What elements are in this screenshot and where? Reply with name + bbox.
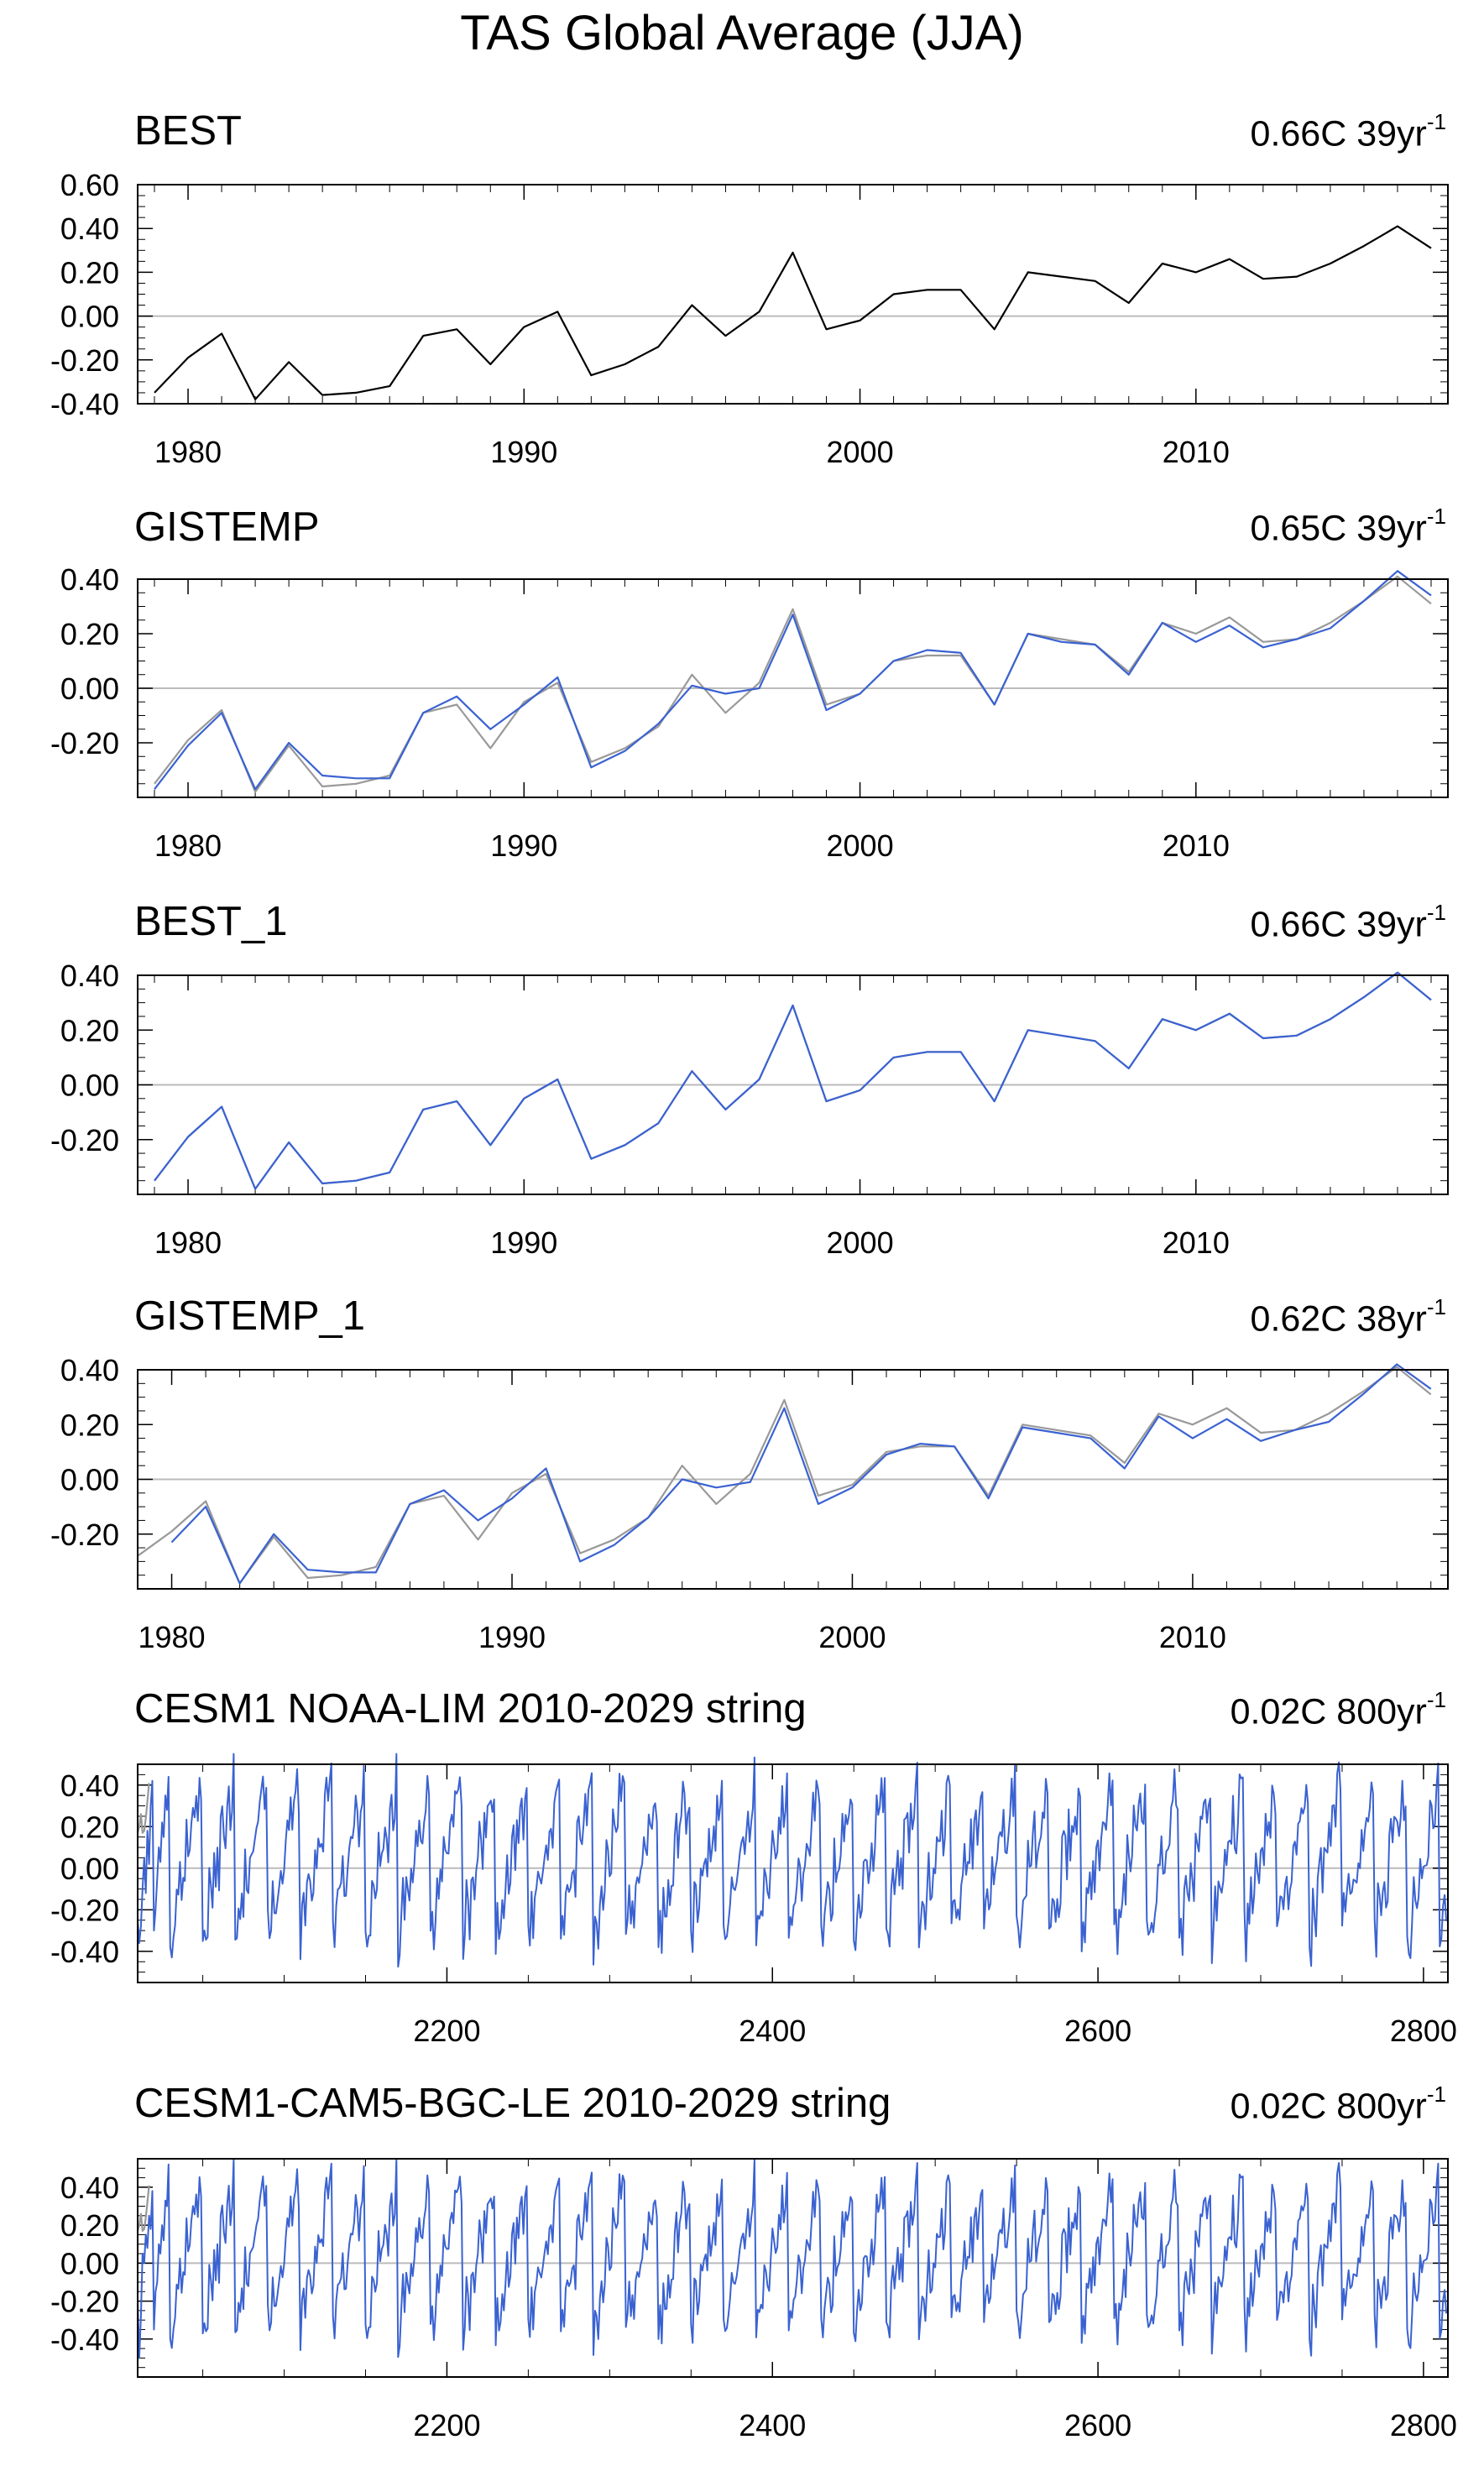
x-tick-label: 2200 (413, 2014, 480, 2048)
series-line-best (154, 575, 1432, 793)
x-tick-label: 1990 (478, 1620, 546, 1654)
plot-frame (137, 578, 1449, 798)
y-tick-label: 0.40 (60, 2171, 119, 2205)
y-tick-label: 0.40 (60, 562, 119, 597)
panel-gistemp: -0.20 0.00 0.20 0.40 1980 1990 2000 2010 (50, 562, 1449, 863)
x-tick-label: 2000 (827, 828, 894, 863)
series-line-gistemp (154, 570, 1432, 791)
trend-label-best-1: 0.66C 39yr-1 (1250, 900, 1446, 945)
series-line-observed (136, 1783, 150, 1834)
x-tick-label: 1980 (138, 1620, 205, 1654)
x-tick-label: 1980 (154, 435, 222, 469)
panel-title-gistemp-1: GISTEMP_1 (134, 1293, 366, 1339)
plot-frame (137, 974, 1449, 1195)
y-tick-label: 0.20 (60, 1408, 119, 1442)
plot-frame (137, 2158, 1449, 2378)
trend-label-best: 0.66C 39yr-1 (1250, 109, 1446, 154)
x-tick-label: 1980 (154, 828, 222, 863)
x-tick-label: 1990 (490, 1225, 557, 1260)
plot-frame (137, 184, 1449, 405)
series-line-gistemp-1 (170, 1363, 1432, 1585)
x-tick-label: 2000 (827, 1225, 894, 1260)
series-line-cesm1-cam5-bgc-le (137, 2158, 1448, 2359)
x-tick-label: 2800 (1390, 2014, 1457, 2048)
panel-title-cesm1-cam5-bgc-le: CESM1-CAM5-BGC-LE 2010-2029 string (134, 2081, 891, 2126)
x-tick-label: 2010 (1163, 828, 1230, 863)
y-tick-label: 0.20 (60, 617, 119, 651)
panel-cesm1-noaa-lim-2010-2029-string: -0.40 -0.20 0.00 0.20 0.40 2200 2400 2600 2800 (50, 1753, 1457, 2048)
x-tick-label: 2010 (1159, 1620, 1226, 1654)
y-tick-label: 0.40 (60, 1768, 119, 1803)
trend-label-cesm1-noaa-lim: 0.02C 800yr-1 (1230, 1687, 1446, 1732)
x-tick-label: 2010 (1163, 1225, 1230, 1260)
panel-best: -0.40 -0.20 0.00 0.20 0.40 0.60 1980 1990 2000 20… (50, 168, 1449, 469)
x-tick-label: 2400 (739, 2014, 806, 2048)
y-tick-label: 0.00 (60, 1852, 119, 1886)
trend-label-gistemp: 0.65C 39yr-1 (1250, 504, 1446, 549)
trend-label-gistemp-1: 0.62C 38yr-1 (1250, 1294, 1446, 1340)
panel-cesm1-cam5-bgc-le-2010-2029-string: -0.40-0.20 0.000.200.40 2200 2400 2600 2800 (50, 2158, 1457, 2442)
y-tick-label: -0.20 (50, 1518, 119, 1552)
y-tick-label: 0.00 (60, 1463, 119, 1497)
x-tick-label: 2600 (1064, 2014, 1131, 2048)
series-line-observed (136, 2185, 150, 2232)
y-tick-label: 0.20 (60, 255, 119, 290)
x-tick-label: 1990 (490, 828, 557, 863)
y-tick-label: 0.60 (60, 168, 119, 202)
trend-label-cesm1-cam5-bgc-le: 0.02C 800yr-1 (1230, 2082, 1446, 2127)
x-tick-label: 2200 (413, 2408, 480, 2442)
y-tick-label: -0.20 (50, 726, 119, 760)
x-tick-label: 2010 (1163, 435, 1230, 469)
series-line-best (137, 1366, 1432, 1585)
y-tick-label: -0.40 (50, 1935, 119, 1969)
x-tick-label: 2600 (1064, 2408, 1131, 2442)
y-tick-label: 0.00 (60, 671, 119, 706)
panel-title-cesm1-noaa-lim: CESM1 NOAA-LIM 2010-2029 string (134, 1686, 807, 1732)
x-tick-label: 1980 (154, 1225, 222, 1260)
panel-title-gistemp: GISTEMP (134, 504, 320, 550)
y-tick-label: 0.00 (60, 300, 119, 334)
series-line-cesm1-noaa-lim (137, 1753, 1448, 1968)
series-line-best-1 (154, 971, 1432, 1190)
y-tick-label: 0.20 (60, 1810, 119, 1844)
y-tick-label: -0.20 (50, 343, 119, 378)
y-tick-label: -0.40 (50, 2322, 119, 2357)
y-tick-label: -0.20 (50, 2285, 119, 2319)
y-tick-label: 0.00 (60, 2246, 119, 2280)
plot-frame (137, 1369, 1449, 1590)
x-tick-label: 1990 (490, 435, 557, 469)
x-tick-label: 2000 (827, 435, 894, 469)
x-tick-label: 2000 (818, 1620, 886, 1654)
y-tick-label: -0.20 (50, 1123, 119, 1157)
y-tick-label: -0.40 (50, 387, 119, 421)
y-tick-label: 0.20 (60, 1013, 119, 1047)
x-tick-label: 2800 (1390, 2408, 1457, 2442)
x-tick-label: 2400 (739, 2408, 806, 2442)
panel-title-best: BEST (134, 108, 242, 154)
y-tick-label: 0.00 (60, 1068, 119, 1103)
y-tick-label: -0.20 (50, 1893, 119, 1927)
y-tick-label: 0.40 (60, 1353, 119, 1387)
panel-best-1: -0.20 0.00 0.20 0.40 1980 1990 2000 2010 (50, 959, 1449, 1260)
panel-title-best-1: BEST_1 (134, 899, 288, 944)
y-tick-label: 0.40 (60, 212, 119, 246)
y-tick-label: 0.40 (60, 959, 119, 993)
y-tick-label: 0.20 (60, 2208, 119, 2243)
main-title: TAS Global Average (JJA) (460, 6, 1024, 60)
plot-frame (137, 1763, 1449, 1983)
series-line-best (154, 225, 1432, 400)
panel-gistemp-1: -0.20 0.00 0.20 0.40 1980 1990 2000 2010 (50, 1353, 1449, 1654)
